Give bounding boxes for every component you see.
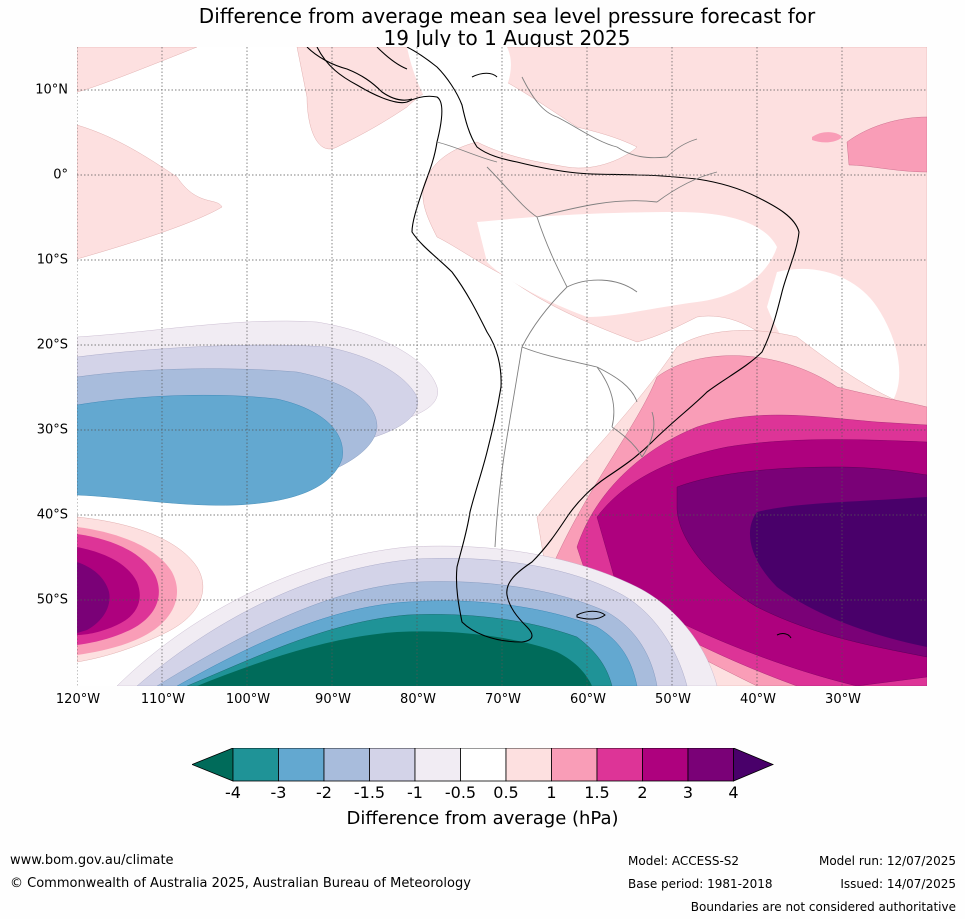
boundaries-disclaimer: Boundaries are not considered authoritat… [690,900,956,914]
lon-label-110w: 110°W [140,692,186,707]
colorbar-segment-1-15 [551,748,598,782]
country-borders [436,76,718,548]
anomaly-area-nw-pink [77,47,198,93]
colorbar-tick-label: -2 [316,783,332,802]
colorbar-segment-15-2 [596,748,643,782]
lat-label-40s: 40°S [36,507,68,523]
lon-label-30w: 30°W [825,692,861,707]
colorbar-segment-05-1 [505,748,552,782]
colorbar-segment-gt-4 [733,748,774,782]
colorbar-tick-label: -3 [270,783,287,802]
lon-label-40w: 40°W [740,692,776,707]
forecast-map [77,47,927,686]
colorbar-segment-minus3-minus2 [278,748,325,782]
colorbar-tick-label: 2 [637,783,648,802]
anomaly-area-w-pink [77,124,223,260]
colorbar-title: Difference from average (hPa) [346,808,619,829]
colorbar-tick-label: 1.5 [584,783,610,802]
lat-label-50s: 50°S [36,592,68,608]
colorbar [192,748,774,782]
south-georgia [776,633,792,639]
lat-label-0: 0° [53,167,68,183]
lat-label-10n: 10°N [35,82,68,98]
anomaly-area-brazil-white [477,212,777,317]
colorbar-segment-2-3 [642,748,689,782]
anomaly-area-sw-2 [77,395,343,506]
colorbar-tick-label: 0.5 [493,783,519,802]
lat-label-30s: 30°S [36,422,68,438]
anomaly-area-north-mid-pink [846,116,927,173]
lat-label-20s: 20°S [36,337,68,353]
south-america-coastline [316,47,800,643]
colorbar-tick-label: -1.5 [353,783,386,802]
copyright-text: © Commonwealth of Australia 2025, Austra… [10,876,471,891]
colorbar-segment-minus2-minus15 [323,748,370,782]
lon-label-60w: 60°W [570,692,606,707]
lon-label-70w: 70°W [485,692,521,707]
chart-title: Difference from average mean sea level p… [0,5,965,49]
anomaly-area-atlantic-white [767,268,900,406]
issued-date: Issued: 14/07/2025 [840,877,956,891]
colorbar-segment-minus4-minus3 [232,748,279,782]
anomaly-area-far-sw-3 [77,562,110,633]
lon-label-50w: 50°W [655,692,691,707]
colorbar-segment-minus15-minus1 [369,748,416,782]
lon-label-90w: 90°W [315,692,351,707]
colorbar-segment-minus1-minus05 [414,748,461,782]
lon-label-120w: 120°W [55,692,101,707]
colorbar-tick-label: -1 [407,783,423,802]
base-period: Base period: 1981-2018 [628,877,773,891]
title-line-1: Difference from average mean sea level p… [198,4,816,28]
central-america-coastline [306,47,498,101]
colorbar-tick-label: -0.5 [444,783,477,802]
colorbar-segment-3-4 [687,748,734,782]
colorbar-tick-label: -4 [225,783,241,802]
anomaly-area-south-4 [197,631,592,686]
anomaly-area-se-4 [749,497,927,647]
lat-label-10s: 10°S [36,252,68,268]
colorbar-tick-label: 1 [546,783,557,802]
anomaly-area-small-pink [812,132,842,143]
website-link[interactable]: www.bom.gov.au/climate [10,853,174,868]
lon-label-100w: 100°W [225,692,271,707]
colorbar-tick-label: 4 [728,783,739,802]
model-run-date: Model run: 12/07/2025 [818,854,956,868]
model-name: Model: ACCESS-S2 [628,854,740,868]
anomaly-area-north-white [407,47,511,127]
lon-label-80w: 80°W [400,692,436,707]
colorbar-tick-label: 3 [682,783,694,802]
title-line-2: 19 July to 1 August 2025 [383,26,631,50]
colorbar-segment-lt-minus4 [192,748,234,782]
graticule [77,47,927,686]
colorbar-segment-minus05-05 [460,748,507,782]
